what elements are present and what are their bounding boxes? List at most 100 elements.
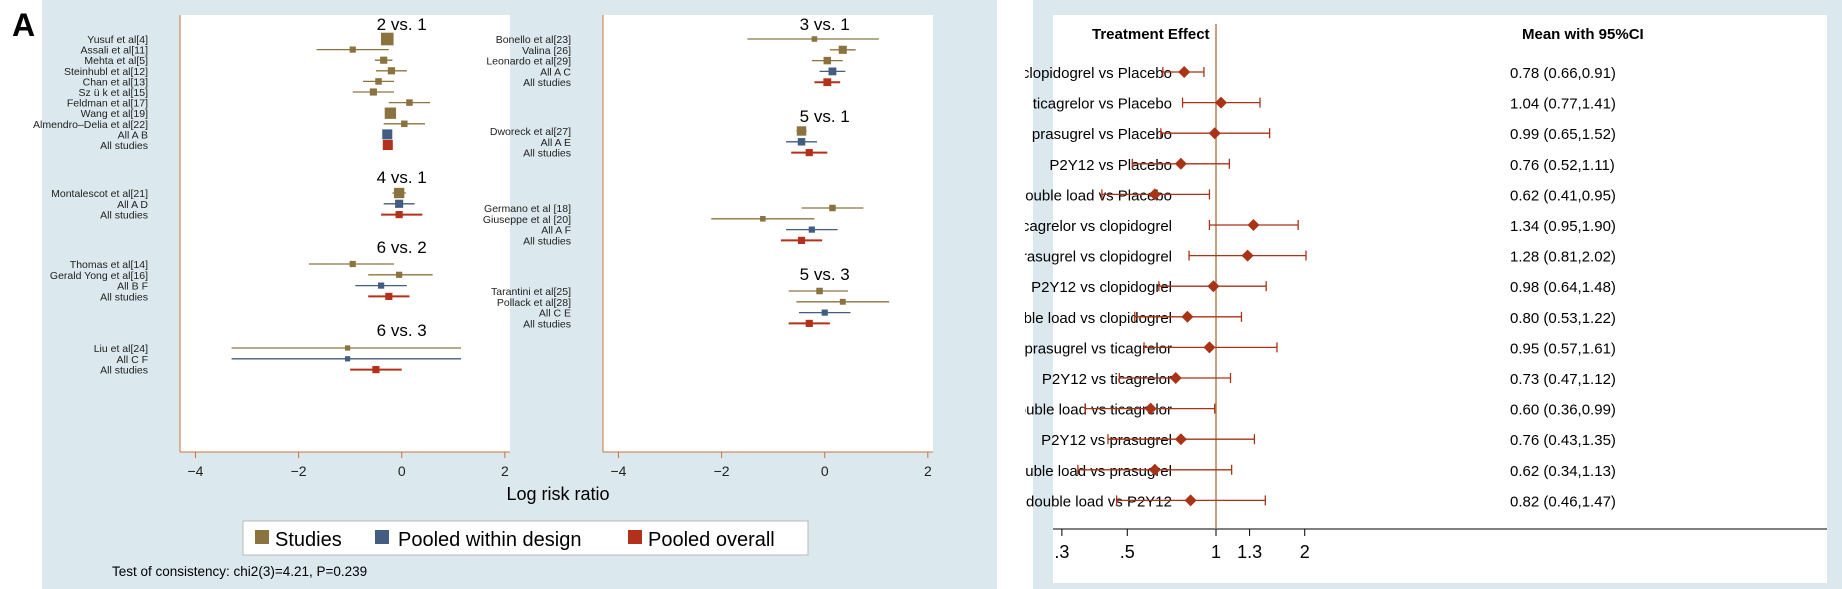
- forest-row-label: Liu et al[24]: [94, 343, 148, 355]
- mean-ci-value: 1.04 (0.77,1.41): [1510, 96, 1616, 113]
- comparison-title: 6 vs. 2: [377, 238, 427, 257]
- forest-point-marker: [344, 356, 351, 362]
- forest-point-marker: [808, 226, 815, 233]
- panel-b-x-ticks: .3 .5 1 1.3 2: [1054, 529, 1310, 562]
- forest-row-label: Yusuf et al[4]: [87, 34, 148, 46]
- mean-ci-value: 0.80 (0.53,1.22): [1510, 310, 1616, 327]
- legend-design-swatch: [375, 530, 389, 544]
- mean-marker: [1208, 127, 1221, 140]
- forest-row-label: Chan et al[13]: [83, 76, 148, 88]
- mean-marker: [1178, 66, 1191, 78]
- comparison-title: 4 vs. 1: [377, 168, 427, 187]
- forest-row-label: Mehta et al[5]: [84, 55, 148, 67]
- mean-marker: [1215, 96, 1228, 109]
- treatment-label: ticagrelor vs clopidogrel: [1025, 218, 1172, 235]
- forest-point-marker: [797, 236, 806, 244]
- forest-row-label: Tarantini et al[25]: [491, 286, 571, 298]
- forest-row-label: All studies: [100, 365, 148, 377]
- mean-ci-value: 1.28 (0.81,2.02): [1510, 249, 1616, 266]
- x-tick-label: .3: [1054, 542, 1069, 562]
- mean-marker: [1181, 310, 1194, 323]
- treatment-label: ticagrelor vs Placebo: [1033, 96, 1172, 113]
- treatment-label: P2Y12 vs prasugrel: [1041, 432, 1172, 449]
- forest-row-label: Valina [26]: [522, 45, 571, 57]
- x-tick-label: 0: [821, 463, 829, 479]
- forest-row-label: Steinhubl et al[12]: [64, 66, 148, 78]
- header-mean-ci: Mean with 95%CI: [1522, 26, 1644, 43]
- x-tick-label: 1.3: [1237, 542, 1262, 562]
- panel-a-letter: A: [12, 7, 35, 43]
- legend-design-label: Pooled within design: [398, 529, 581, 551]
- mean-ci-value: 0.98 (0.64,1.48): [1510, 279, 1616, 296]
- comparison-title: 2 vs. 1: [377, 15, 427, 34]
- treatment-label: double load vs ticagrelor: [1025, 402, 1172, 419]
- forest-row-label: All A B: [118, 129, 148, 141]
- forest-point-marker: [344, 345, 351, 351]
- treatment-label: P2Y12 vs clopidogrel: [1031, 279, 1172, 296]
- forest-point-marker: [796, 126, 807, 136]
- left-forest-group: 2 vs. 1 Yusuf et al[4]Assali et al[11]Meh…: [33, 15, 462, 377]
- legend-overall-label: Pooled overall: [648, 529, 775, 551]
- legend-studies-swatch: [255, 530, 269, 544]
- forest-point-marker: [380, 32, 394, 46]
- forest-point-marker: [395, 199, 404, 208]
- x-tick-label: −2: [291, 463, 307, 479]
- x-tick-label: 2: [501, 463, 509, 479]
- mean-marker: [1247, 219, 1260, 231]
- forest-row-label: Pollack et al[28]: [497, 297, 571, 309]
- mean-ci-value: 0.76 (0.43,1.35): [1510, 432, 1616, 449]
- mean-marker: [1207, 280, 1220, 293]
- forest-point-marker: [380, 56, 388, 64]
- mean-marker: [1148, 188, 1161, 201]
- forest-row-label: All B F: [117, 281, 148, 293]
- forest-point-marker: [823, 56, 832, 65]
- x-tick-label: −2: [714, 463, 730, 479]
- forest-row-label: Thomas et al[14]: [70, 259, 148, 271]
- forest-point-marker: [387, 67, 395, 75]
- mean-marker: [1148, 463, 1161, 476]
- legend: Studies Pooled within design Pooled over…: [242, 520, 809, 556]
- legend-box: [242, 520, 809, 556]
- forest-point-marker: [393, 187, 405, 199]
- forest-row-label: All studies: [100, 291, 148, 303]
- treatment-label: clopidogrel vs Placebo: [1025, 65, 1172, 82]
- forest-point-marker: [838, 45, 847, 54]
- x-tick-label: .5: [1120, 542, 1135, 562]
- comparison-title: 5 vs. 3: [800, 265, 850, 284]
- forest-row-label: All A E: [541, 137, 571, 149]
- forest-point-marker: [760, 216, 766, 222]
- forest-row-label: Sz ü k et al[15]: [79, 87, 149, 99]
- forest-point-marker: [377, 282, 385, 289]
- mean-ci-value: 1.34 (0.95,1.90): [1510, 218, 1616, 235]
- treatment-label: P2Y12 vs ticagrelor: [1042, 371, 1172, 388]
- treatment-label: P2Y12 vs Placebo: [1049, 157, 1172, 174]
- comparison-title: 3 vs. 1: [800, 15, 850, 34]
- legend-studies-label: Studies: [275, 529, 342, 551]
- forest-row-label: Almendro–Delia et al[22]: [33, 119, 148, 131]
- forest-row-label: Feldman et al[17]: [67, 98, 148, 110]
- mean-marker: [1184, 494, 1197, 507]
- treatment-label: double load vs prasugrel: [1025, 463, 1172, 480]
- forest-point-marker: [811, 36, 818, 42]
- forest-row-label: Assali et al[11]: [80, 45, 148, 57]
- right-plot-area: [603, 15, 933, 452]
- forest-row-label: Gerald Yong et al[16]: [50, 270, 148, 282]
- x-axis-label: Log risk ratio: [506, 484, 609, 504]
- forest-point-marker: [401, 120, 408, 128]
- legend-overall-swatch: [628, 530, 642, 544]
- mean-ci-value: 0.62 (0.34,1.13): [1510, 463, 1616, 480]
- mean-ci-value: 0.78 (0.66,0.91): [1510, 65, 1616, 82]
- mean-ci-value: 0.82 (0.46,1.47): [1510, 493, 1616, 510]
- consistency-footnote: Test of consistency: chi2(3)=4.21, P=0.2…: [112, 564, 367, 579]
- forest-point-marker: [828, 67, 837, 76]
- x-tick-label: −4: [610, 463, 626, 479]
- panel-b-plot-area: [1053, 15, 1827, 583]
- x-tick-label: 2: [924, 463, 932, 479]
- forest-row-label: All A D: [117, 199, 148, 211]
- forest-row-label: Leonardo et al[29]: [486, 56, 571, 68]
- forest-row-label: All studies: [523, 235, 571, 247]
- treatment-label: prasugrel vs Placebo: [1032, 126, 1172, 143]
- forest-row-label: All studies: [523, 318, 571, 330]
- treatment-label: double load vs P2Y12: [1026, 493, 1172, 510]
- forest-row-label: Wang et al[19]: [81, 108, 148, 120]
